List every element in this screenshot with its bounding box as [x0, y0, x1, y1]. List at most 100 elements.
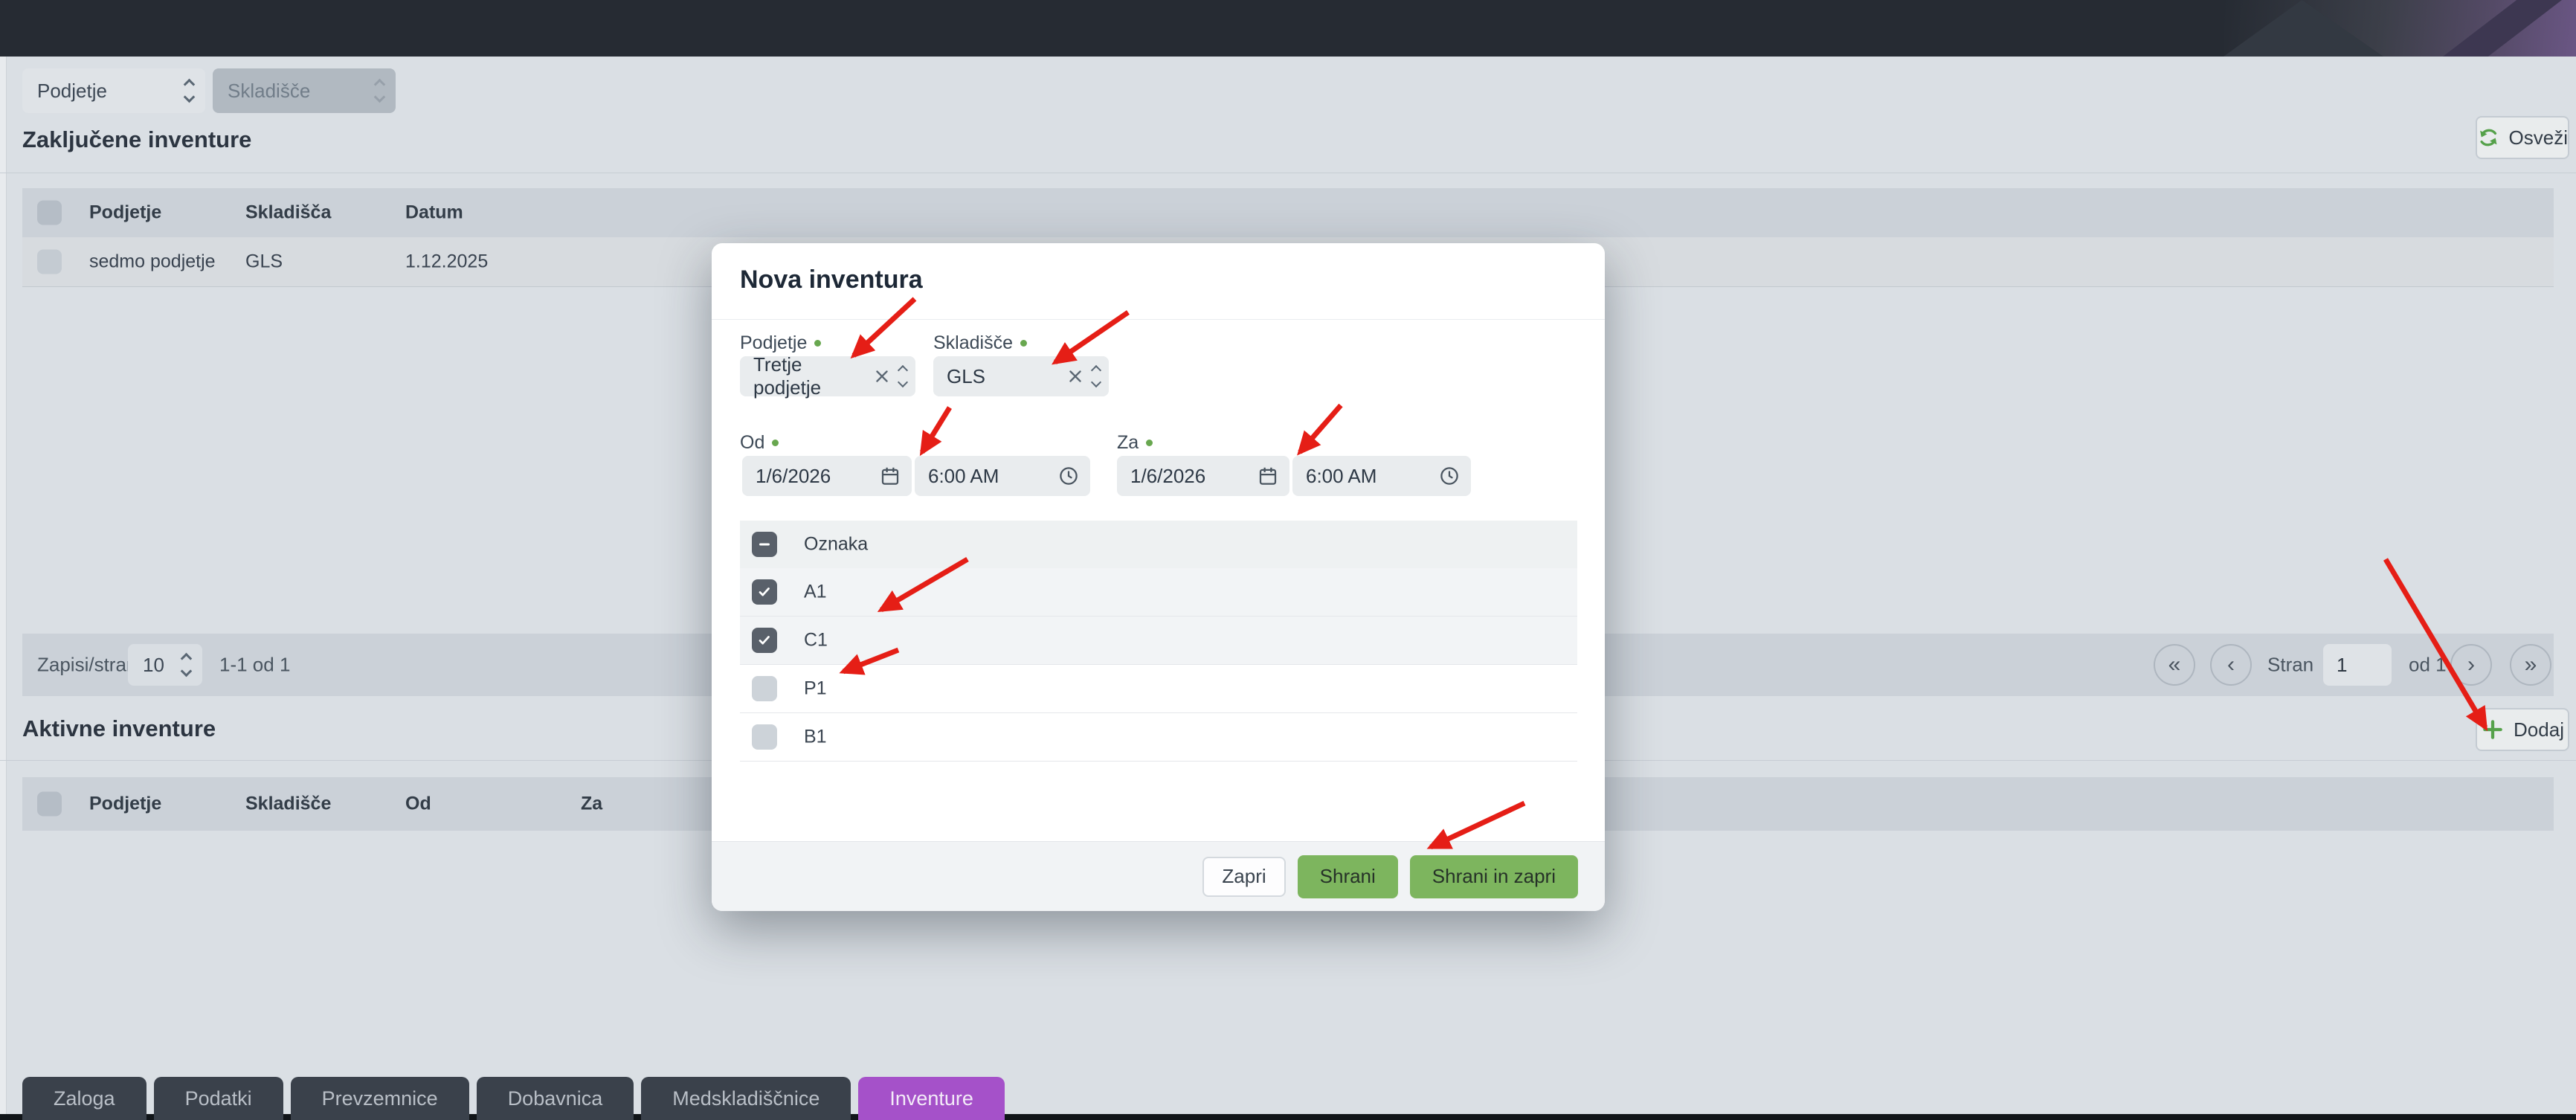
- select-all-checkbox[interactable]: [37, 200, 62, 225]
- warehouse-select-value: GLS: [947, 364, 986, 387]
- to-label-text: Za: [1117, 432, 1139, 453]
- add-button[interactable]: Dodaj: [2476, 708, 2569, 751]
- tab-prevzemnice[interactable]: Prevzemnice: [290, 1077, 469, 1120]
- check-icon: [759, 636, 770, 645]
- warehouse-select[interactable]: GLS: [933, 356, 1109, 396]
- page-number-value: 1: [2337, 653, 2348, 676]
- close-button[interactable]: Zapri: [1202, 856, 1286, 897]
- to-field-label: Za: [1117, 432, 1153, 454]
- company-field-label: Podjetje: [740, 332, 822, 354]
- save-and-close-button-label: Shrani in zapri: [1432, 865, 1556, 887]
- location-label: P1: [804, 678, 827, 699]
- last-page-glyph: »: [2524, 652, 2537, 677]
- tab-label: Medskladiščnice: [672, 1087, 820, 1110]
- locations-table-body: A1 C1 P1 B1: [740, 568, 1577, 762]
- per-page-value: 10: [143, 653, 164, 676]
- locations-table: Oznaka A1 C1 P1 B1: [740, 521, 1577, 762]
- tab-podatki[interactable]: Podatki: [153, 1077, 283, 1120]
- table-cell: GLS: [245, 251, 283, 272]
- locations-column-title: Oznaka: [804, 533, 869, 555]
- location-row[interactable]: A1: [740, 568, 1577, 617]
- modal-footer: Zapri Shrani Shrani in zapri: [712, 841, 1605, 911]
- company-select-value: Tretje podjetje: [753, 353, 822, 399]
- chevron-up-down-icon[interactable]: [1090, 364, 1102, 388]
- column-header: Podjetje: [89, 202, 162, 223]
- range-label: 1-1 od 1: [219, 653, 291, 676]
- tab-zaloga[interactable]: Zaloga: [22, 1077, 146, 1120]
- save-button[interactable]: Shrani: [1297, 855, 1398, 898]
- column-header: Podjetje: [89, 793, 162, 814]
- chevron-up-down-icon: [373, 78, 386, 103]
- chevron-up-down-icon: [183, 78, 196, 103]
- company-select[interactable]: Tretje podjetje: [740, 353, 915, 399]
- tab-dobavnica[interactable]: Dobavnica: [476, 1077, 634, 1120]
- column-header: Datum: [405, 202, 463, 223]
- decoration-triangle: [2224, 0, 2383, 57]
- location-checkbox[interactable]: [752, 676, 777, 701]
- clear-icon[interactable]: [872, 367, 892, 386]
- top-nav-bar: [0, 0, 2576, 57]
- table-cell: sedmo podjetje: [89, 251, 216, 272]
- last-page-button[interactable]: »: [2510, 644, 2551, 686]
- close-button-label: Zapri: [1222, 865, 1266, 887]
- prev-page-button[interactable]: ‹: [2210, 644, 2252, 686]
- clear-icon[interactable]: [1066, 367, 1085, 386]
- location-row[interactable]: B1: [740, 713, 1577, 762]
- refresh-button[interactable]: Osveži: [2476, 116, 2569, 159]
- to-time-input[interactable]: 6:00 AM: [1292, 456, 1471, 496]
- chevron-up-down-icon[interactable]: [897, 364, 909, 388]
- first-page-button[interactable]: «: [2154, 644, 2195, 686]
- required-dot-icon: [1020, 340, 1027, 347]
- save-and-close-button[interactable]: Shrani in zapri: [1409, 855, 1578, 898]
- tab-label: Inventure: [889, 1087, 973, 1110]
- save-button-label: Shrani: [1319, 865, 1376, 887]
- page-number-input[interactable]: 1: [2323, 644, 2392, 686]
- from-time-input[interactable]: 6:00 AM: [915, 456, 1090, 496]
- divider: [712, 319, 1605, 320]
- refresh-icon: [2480, 129, 2497, 147]
- select-all-checkbox[interactable]: [37, 791, 62, 817]
- nav-decoration: [2224, 0, 2576, 57]
- from-label-text: Od: [740, 432, 765, 453]
- warehouse-filter-value: Skladišče: [228, 79, 311, 102]
- location-checkbox[interactable]: [752, 724, 777, 750]
- warehouse-field-label: Skladišče: [933, 332, 1027, 354]
- tab-label: Podatki: [184, 1087, 252, 1110]
- column-header: Za: [581, 793, 603, 814]
- tab-inventure[interactable]: Inventure: [858, 1077, 1005, 1120]
- refresh-button-label: Osveži: [2508, 126, 2568, 149]
- tab-medskladiščnice[interactable]: Medskladiščnice: [641, 1077, 851, 1120]
- add-button-label: Dodaj: [2514, 718, 2564, 741]
- calendar-icon[interactable]: [1257, 465, 1279, 487]
- row-checkbox[interactable]: [37, 249, 62, 274]
- clock-icon[interactable]: [1438, 465, 1461, 487]
- from-date-input[interactable]: 1/6/2026: [742, 456, 912, 496]
- per-page-select[interactable]: 10: [128, 644, 202, 686]
- closed-table-header: Podjetje Skladišča Datum: [22, 188, 2554, 237]
- left-edge-strip: [0, 57, 7, 1114]
- calendar-icon[interactable]: [879, 465, 901, 487]
- column-header: Od: [405, 793, 431, 814]
- required-dot-icon: [1146, 440, 1153, 446]
- warehouse-filter-select: Skladišče: [213, 68, 396, 113]
- location-checkbox[interactable]: [752, 628, 777, 653]
- location-checkbox[interactable]: [752, 579, 777, 605]
- location-label: C1: [804, 629, 828, 651]
- tab-label: Dobavnica: [507, 1087, 603, 1110]
- to-date-input[interactable]: 1/6/2026: [1117, 456, 1289, 496]
- page-count-label: od 1: [2409, 653, 2447, 676]
- column-header: Skladišča: [245, 202, 332, 223]
- decoration-band: [2443, 0, 2562, 57]
- required-dot-icon: [772, 440, 779, 446]
- locations-table-header: Oznaka: [740, 521, 1577, 568]
- company-filter-value: Podjetje: [37, 79, 107, 102]
- next-page-glyph: ›: [2467, 652, 2475, 677]
- location-row[interactable]: C1: [740, 617, 1577, 665]
- location-row[interactable]: P1: [740, 665, 1577, 713]
- next-page-button[interactable]: ›: [2450, 644, 2492, 686]
- clock-icon[interactable]: [1057, 465, 1080, 487]
- select-all-locations-checkbox[interactable]: [752, 532, 777, 557]
- active-inventories-title: Aktivne inventure: [22, 715, 216, 741]
- company-filter-select[interactable]: Podjetje: [22, 68, 205, 113]
- closed-inventories-title: Zaključene inventure: [22, 126, 252, 152]
